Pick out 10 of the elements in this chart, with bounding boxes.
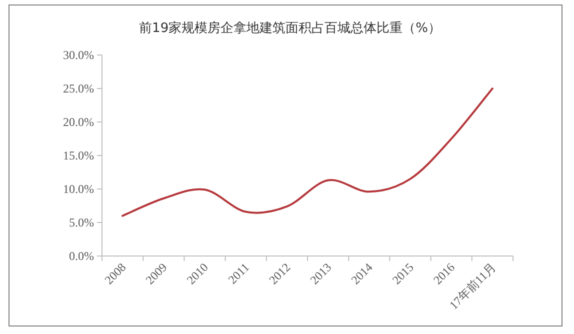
y-tick-label: 30.0% — [63, 48, 94, 62]
line-series — [122, 88, 494, 217]
y-tick-label: 20.0% — [63, 115, 94, 129]
x-tick-label: 2011 — [225, 260, 252, 287]
y-tick-label: 10.0% — [63, 182, 94, 196]
y-tick-label: 25.0% — [63, 82, 94, 96]
y-tick-label: 15.0% — [63, 148, 94, 162]
chart-title: 前19家规模房企拿地建筑面积占百城总体比重（%） — [139, 20, 441, 36]
y-tick-label: 5.0% — [69, 216, 94, 230]
y-tick-label: 0.0% — [69, 249, 94, 263]
